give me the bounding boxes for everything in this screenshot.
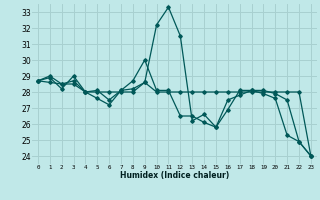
X-axis label: Humidex (Indice chaleur): Humidex (Indice chaleur) [120, 171, 229, 180]
